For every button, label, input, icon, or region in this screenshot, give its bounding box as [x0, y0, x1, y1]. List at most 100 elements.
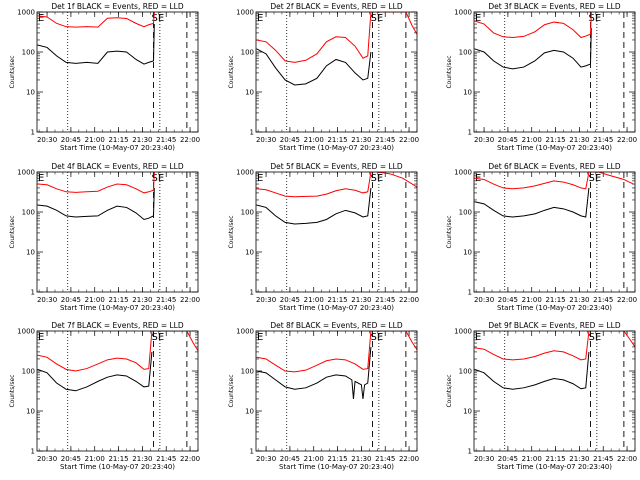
annotation-e: E [257, 13, 263, 24]
y-tick-label: 10 [463, 249, 472, 257]
y-axis-label: Counts/sec [9, 215, 16, 248]
x-tick-label: 20:45 [280, 136, 300, 144]
lld-series-line [256, 172, 417, 198]
x-tick-label: 21:45 [375, 296, 395, 304]
y-axis-label: Counts/sec [228, 55, 235, 88]
y-tick-label: 1 [468, 448, 472, 456]
annotation-e: E [257, 332, 263, 343]
panel-title: Det 4f BLACK = Events, RED = LLD [51, 162, 184, 171]
y-tick-label: 100 [241, 368, 254, 376]
x-tick-label: 21:00 [304, 296, 324, 304]
y-tick-label: 1 [31, 129, 35, 137]
annotation-e: E [38, 332, 44, 343]
y-tick-label: 10 [245, 408, 254, 416]
x-tick-label: 20:45 [61, 296, 81, 304]
y-tick-label: 1 [468, 289, 472, 297]
x-tick-label: 21:30 [132, 296, 152, 304]
y-tick-label: 100 [241, 209, 254, 217]
x-tick-label: 22:00 [617, 455, 637, 463]
annotation-se: SE [152, 173, 165, 184]
y-tick-label: 1000 [454, 9, 472, 17]
panel-title: Det 3f BLACK = Events, RED = LLD [488, 2, 621, 11]
x-axis-label: Start Time (10-May-07 20:23:40) [497, 304, 612, 312]
y-axis-label: Counts/sec [9, 55, 16, 88]
x-tick-label: 21:00 [304, 136, 324, 144]
x-tick-label: 20:45 [61, 455, 81, 463]
x-tick-label: 21:00 [522, 136, 542, 144]
y-tick-label: 100 [22, 368, 35, 376]
events-series-line [256, 187, 372, 225]
annotation-se: SE [589, 332, 602, 343]
y-tick-label: 100 [459, 49, 472, 57]
detector-panel-1: Det 1f BLACK = Events, RED = LLD Counts/s… [9, 2, 200, 152]
x-tick-label: 20:30 [256, 455, 276, 463]
x-tick-label: 22:00 [399, 136, 419, 144]
detector-panel-7: Det 7f BLACK = Events, RED = LLD Counts/s… [9, 321, 200, 471]
panel-title: Det 9f BLACK = Events, RED = LLD [488, 321, 621, 330]
x-tick-label: 21:45 [375, 136, 395, 144]
y-tick-label: 1 [250, 289, 254, 297]
annotation-se: SE [152, 332, 165, 343]
x-tick-label: 22:00 [617, 296, 637, 304]
plot-frame [473, 11, 636, 133]
x-axis-label: Start Time (10-May-07 20:23:40) [60, 463, 175, 471]
annotation-se: SE [152, 13, 165, 24]
y-axis-label: Counts/sec [446, 374, 453, 407]
x-tick-label: 21:15 [545, 455, 565, 463]
lld-series-line [474, 12, 592, 39]
x-axis-label: Start Time (10-May-07 20:23:40) [60, 304, 175, 312]
detector-panel-3: Det 3f BLACK = Events, RED = LLD Counts/s… [446, 2, 637, 152]
events-series-line [37, 187, 155, 221]
x-tick-label: 20:45 [498, 455, 518, 463]
y-tick-label: 1000 [236, 169, 254, 177]
x-tick-label: 21:30 [569, 296, 589, 304]
annotation-se: SE [371, 173, 384, 184]
panel-title: Det 1f BLACK = Events, RED = LLD [51, 2, 184, 11]
x-tick-label: 21:00 [85, 136, 105, 144]
annotation-se: SE [371, 332, 384, 343]
y-tick-label: 10 [245, 249, 254, 257]
x-tick-label: 20:45 [280, 296, 300, 304]
x-tick-label: 20:30 [256, 136, 276, 144]
y-tick-label: 1000 [17, 169, 35, 177]
x-tick-label: 20:30 [256, 296, 276, 304]
x-tick-label: 21:00 [522, 296, 542, 304]
y-tick-label: 1 [250, 448, 254, 456]
x-tick-label: 21:15 [108, 455, 128, 463]
plot-frame [36, 330, 199, 452]
panel-title: Det 8f BLACK = Events, RED = LLD [270, 321, 403, 330]
lld-series-line [474, 331, 635, 361]
y-tick-label: 1000 [236, 328, 254, 336]
x-tick-label: 21:45 [156, 455, 176, 463]
y-tick-label: 1000 [17, 328, 35, 336]
y-tick-label: 10 [463, 408, 472, 416]
x-tick-label: 21:15 [545, 136, 565, 144]
x-tick-label: 21:45 [156, 296, 176, 304]
detector-panel-6: Det 6f BLACK = Events, RED = LLD Counts/s… [446, 162, 637, 312]
annotation-e: E [38, 13, 44, 24]
x-tick-label: 21:30 [351, 455, 371, 463]
x-tick-label: 21:45 [593, 455, 613, 463]
detector-panel-5: Det 5f BLACK = Events, RED = LLD Counts/s… [228, 162, 419, 312]
x-tick-label: 21:15 [108, 136, 128, 144]
y-tick-label: 100 [22, 209, 35, 217]
x-tick-label: 21:00 [85, 455, 105, 463]
y-tick-label: 1000 [454, 328, 472, 336]
detector-panel-8: Det 8f BLACK = Events, RED = LLD Counts/s… [228, 321, 419, 471]
lld-series-line [256, 12, 417, 63]
detector-panel-2: Det 2f BLACK = Events, RED = LLD Counts/s… [228, 2, 419, 152]
x-tick-label: 20:30 [474, 296, 494, 304]
y-tick-label: 100 [459, 209, 472, 217]
y-tick-label: 10 [26, 408, 35, 416]
x-tick-label: 21:15 [327, 136, 347, 144]
x-tick-label: 20:30 [37, 296, 57, 304]
y-tick-label: 1 [31, 448, 35, 456]
x-axis-label: Start Time (10-May-07 20:23:40) [497, 144, 612, 152]
y-tick-label: 10 [26, 89, 35, 97]
plot-frame [36, 171, 199, 293]
y-tick-label: 1000 [17, 9, 35, 17]
detector-panel-4: Det 4f BLACK = Events, RED = LLD Counts/s… [9, 162, 200, 312]
annotation-se: SE [589, 173, 602, 184]
x-tick-label: 20:45 [498, 296, 518, 304]
